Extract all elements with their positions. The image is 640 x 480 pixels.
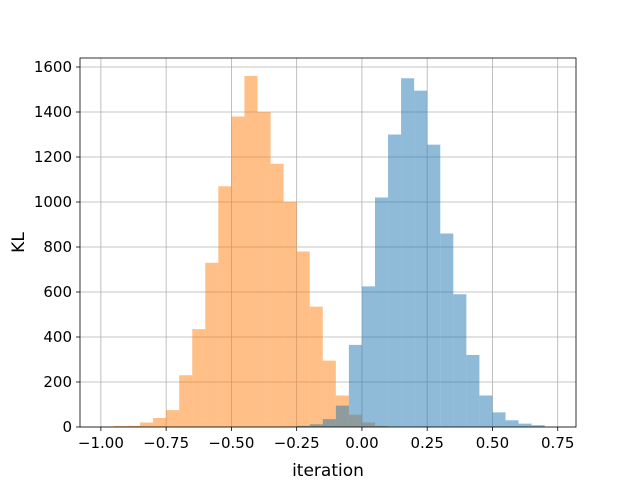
histogram-bar-series-1 bbox=[309, 306, 323, 427]
x-tick-label: 0.25 bbox=[410, 434, 443, 452]
histogram-bars bbox=[100, 76, 545, 427]
histogram-bar-series-2 bbox=[440, 233, 454, 427]
x-tick-label: −1.00 bbox=[78, 434, 124, 452]
axis-ticks: −1.00 −0.75 −0.50 −0.25 0.00 0.25 0.50 0.75 0 200… bbox=[34, 58, 575, 452]
x-tick-label: −0.50 bbox=[208, 434, 254, 452]
histogram-bar-series-2 bbox=[492, 412, 506, 427]
histogram-bar-series-2 bbox=[479, 395, 493, 427]
x-tick-label: 0.75 bbox=[541, 434, 574, 452]
x-tick-label: −0.75 bbox=[143, 434, 189, 452]
histogram-bar-series-1 bbox=[192, 329, 206, 427]
y-tick-label: 400 bbox=[43, 328, 72, 346]
histogram-bar-series-2 bbox=[531, 425, 545, 427]
histogram-bar-series-1 bbox=[166, 410, 180, 427]
histogram-bar-series-2 bbox=[388, 134, 402, 427]
x-tick-label: 0.00 bbox=[345, 434, 378, 452]
y-tick-label: 1600 bbox=[34, 58, 72, 76]
histogram-bar-series-1 bbox=[153, 418, 167, 427]
histogram-bar-series-2 bbox=[518, 423, 532, 427]
histogram-bar-series-2 bbox=[361, 286, 375, 427]
y-axis-label: KL bbox=[9, 232, 29, 253]
y-tick-label: 800 bbox=[43, 238, 72, 256]
histogram-bar-series-1 bbox=[113, 426, 127, 427]
histogram-bar-series-1 bbox=[231, 116, 245, 427]
histogram-bar-series-2 bbox=[427, 144, 441, 427]
histogram-bar-series-2 bbox=[453, 294, 467, 427]
histogram-bar-series-2 bbox=[348, 344, 362, 427]
histogram-bar-series-1 bbox=[179, 375, 193, 427]
histogram-bar-series-1 bbox=[322, 360, 336, 427]
histogram-bar-series-1 bbox=[283, 202, 297, 427]
histogram-bar-series-1 bbox=[140, 422, 154, 427]
x-tick-label: 0.50 bbox=[476, 434, 509, 452]
y-tick-label: 1000 bbox=[34, 193, 72, 211]
histogram-bar-series-2 bbox=[401, 78, 415, 427]
y-tick-label: 1200 bbox=[34, 148, 72, 166]
histogram-bar-series-2 bbox=[309, 424, 323, 427]
histogram-bar-series-1 bbox=[270, 163, 284, 427]
histogram-bar-series-1 bbox=[218, 186, 232, 427]
histogram-bar-series-2 bbox=[335, 405, 349, 427]
histogram-bar-series-2 bbox=[322, 419, 336, 427]
histogram-bar-series-1 bbox=[257, 112, 271, 427]
plot-frame bbox=[79, 57, 577, 428]
y-tick-label: 200 bbox=[43, 373, 72, 391]
histogram-bar-series-1 bbox=[205, 262, 219, 427]
histogram-bar-series-2 bbox=[466, 355, 480, 427]
histogram-bar-series-1 bbox=[244, 76, 258, 427]
y-tick-label: 0 bbox=[62, 418, 72, 436]
histogram-bar-series-1 bbox=[296, 251, 310, 427]
histogram-bar-series-2 bbox=[296, 425, 310, 427]
histogram-bar-series-2 bbox=[414, 90, 428, 427]
histogram-bar-series-2 bbox=[505, 420, 519, 427]
histogram-bar-series-1 bbox=[126, 425, 141, 427]
histogram-bar-series-2 bbox=[374, 197, 389, 427]
x-axis-label: iteration bbox=[292, 461, 364, 480]
y-tick-label: 600 bbox=[43, 283, 72, 301]
x-tick-label: −0.25 bbox=[274, 434, 320, 452]
y-tick-label: 1400 bbox=[34, 103, 72, 121]
